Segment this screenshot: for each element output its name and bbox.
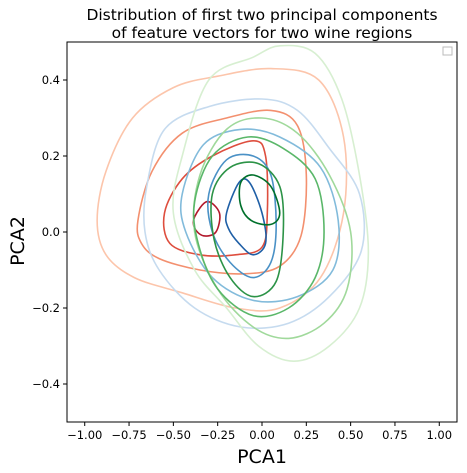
legend-box [442, 46, 453, 56]
contour-reds-4 [192, 200, 221, 237]
y-tick-label: −0.4 [32, 377, 60, 391]
x-tick-label: 0.50 [338, 428, 364, 442]
contour-reds-3 [162, 139, 269, 257]
x-tick-label: −0.75 [111, 428, 146, 442]
x-tick-label: −0.25 [200, 428, 235, 442]
contour-blues-1 [142, 98, 366, 330]
contour-greens-4 [210, 161, 285, 298]
chart-title-line-1: Distribution of first two principal comp… [86, 6, 437, 24]
y-tick-label: 0.4 [42, 73, 60, 87]
contour-greens-3 [192, 136, 325, 318]
y-tick-label: 0.0 [42, 225, 60, 239]
contour-layer [96, 44, 370, 363]
y-tick-label: −0.2 [32, 301, 60, 315]
y-axis-ticks: −0.4 −0.2 0.0 0.2 0.4 [32, 73, 67, 391]
x-tick-label: −0.50 [156, 428, 191, 442]
contour-reds-2 [136, 109, 308, 275]
x-axis-label: PCA1 [237, 446, 287, 468]
x-tick-label: 1.00 [426, 428, 452, 442]
x-tick-label: 0.00 [249, 428, 275, 442]
y-axis-label: PCA2 [7, 216, 29, 266]
series-blues [142, 98, 366, 330]
y-tick-label: 0.2 [42, 149, 60, 163]
x-axis-ticks: −1.00 −0.75 −0.50 −0.25 0.00 0.25 0.50 0.75 1.00 [67, 422, 452, 442]
x-tick-label: 0.75 [382, 428, 408, 442]
series-greens [172, 44, 370, 363]
contour-greens-1 [172, 44, 370, 363]
contour-blues-3 [207, 153, 277, 279]
chart-title: Distribution of first two principal comp… [86, 6, 437, 42]
contour-greens-5 [238, 174, 281, 226]
x-tick-label: −1.00 [67, 428, 102, 442]
x-tick-label: 0.25 [294, 428, 320, 442]
contour-reds-1 [96, 67, 348, 312]
chart-title-line-2: of feature vectors for two wine regions [112, 24, 413, 42]
series-reds [96, 67, 348, 312]
